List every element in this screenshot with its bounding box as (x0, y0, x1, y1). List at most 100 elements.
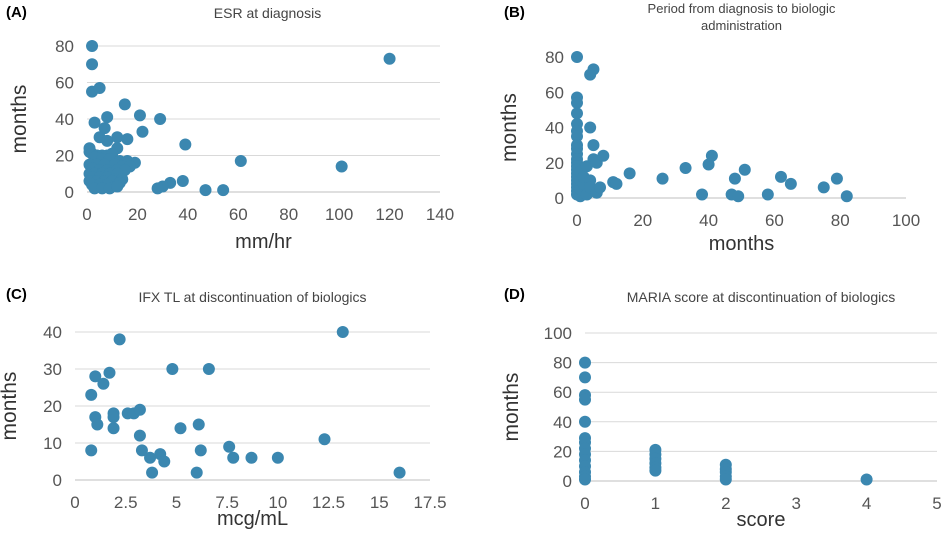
x-tick-label: 20 (128, 205, 147, 224)
y-tick-label: 40 (553, 413, 572, 432)
y-tick-label: 10 (43, 434, 62, 453)
x-tick-label: 100 (325, 205, 353, 224)
panel-label-b: (B) (504, 4, 525, 21)
data-point (133, 109, 146, 122)
y-axis-label: months (0, 372, 21, 441)
x-tick-label: 140 (426, 205, 454, 224)
panel-label-a: (A) (6, 4, 27, 21)
chart-period-diagnosis-to-biologic: Period from diagnosis to biologic adminis… (498, 1, 920, 255)
chart-maria-score-discontinuation: MARIA score at discontinuation of biolog… (500, 289, 942, 531)
panel-label-c: (C) (6, 286, 27, 303)
x-tick-label: 0 (572, 211, 581, 230)
data-point (101, 111, 114, 124)
x-tick-label: 40 (178, 205, 197, 224)
data-point (133, 429, 146, 442)
data-point (103, 366, 116, 379)
data-point (584, 68, 597, 81)
data-point (579, 356, 591, 369)
x-tick-label: 80 (831, 211, 850, 230)
data-point (860, 473, 873, 486)
x-tick-label: 17.5 (413, 493, 446, 512)
data-point (217, 184, 230, 197)
x-tick-label: 0 (580, 494, 589, 513)
data-point (111, 180, 124, 193)
data-point (597, 149, 610, 162)
data-point (579, 371, 591, 384)
panel-c: (C) IFX TL at discontinuation of biologi… (0, 272, 476, 544)
data-point (571, 107, 583, 120)
data-point (93, 81, 106, 94)
x-tick-label: 10 (268, 493, 287, 512)
y-tick-label: 80 (553, 354, 572, 373)
data-point (738, 163, 751, 176)
data-point (111, 131, 124, 144)
data-point (271, 451, 284, 464)
data-point (336, 326, 349, 338)
data-point (97, 377, 110, 390)
y-tick-label: 60 (553, 383, 572, 402)
data-point (774, 170, 787, 183)
data-point (383, 52, 396, 65)
data-point (571, 51, 583, 63)
x-tick-label: 12.5 (312, 493, 345, 512)
data-point (227, 451, 240, 464)
chart-title: MARIA score at discontinuation of biolog… (627, 289, 895, 305)
data-point (223, 440, 236, 453)
panel-b: (B) Period from diagnosis to biologic adm… (476, 0, 952, 272)
x-axis-label: months (709, 233, 775, 255)
data-point (199, 184, 212, 197)
data-point (101, 134, 114, 147)
data-point (649, 464, 662, 477)
data-point (705, 149, 718, 162)
data-point (393, 466, 406, 479)
panel-a: (A) ESR at diagnosis 0 20 40 60 80 0 20 40 60 80 10… (0, 0, 476, 272)
y-tick-label: 60 (55, 74, 74, 93)
x-tick-label: 2 (721, 494, 730, 513)
chart-ifx-tl-discontinuation: IFX TL at discontinuation of biologics 0 1… (0, 289, 447, 530)
x-axis-label: mcg/mL (217, 508, 288, 530)
data-point (318, 433, 331, 446)
data-point (761, 188, 774, 201)
data-point (610, 177, 623, 190)
x-tick-label: 120 (375, 205, 403, 224)
data-point (121, 133, 134, 146)
data-point (179, 138, 192, 151)
data-point (579, 393, 591, 406)
chart-esr-at-diagnosis: ESR at diagnosis 0 20 40 60 80 0 20 40 60 80 100 120… (8, 5, 454, 253)
x-tick-label: 2.5 (114, 493, 138, 512)
panel-label-d: (D) (504, 286, 525, 303)
x-tick-label: 20 (633, 211, 652, 230)
y-tick-label: 0 (53, 471, 62, 490)
data-point (571, 96, 583, 109)
y-axis-label: months (500, 373, 523, 442)
data-point (335, 160, 348, 173)
y-tick-label: 80 (545, 48, 564, 67)
data-point (594, 181, 607, 194)
data-point (234, 154, 247, 167)
data-point (86, 40, 99, 52)
data-point (830, 172, 843, 185)
data-point (587, 139, 600, 152)
chart-title-line-2: administration (701, 18, 782, 33)
y-tick-label: 30 (43, 360, 62, 379)
data-point (245, 451, 258, 464)
data-point (146, 466, 159, 479)
y-tick-label: 20 (553, 442, 572, 461)
y-tick-label: 0 (563, 472, 572, 491)
x-tick-label: 4 (862, 494, 871, 513)
y-tick-label: 40 (545, 119, 564, 138)
chart-title: ESR at diagnosis (214, 5, 321, 21)
data-point (656, 172, 669, 185)
data-point (784, 177, 797, 190)
data-point (194, 444, 207, 457)
data-point (151, 182, 164, 195)
chart-title: IFX TL at discontinuation of biologics (138, 289, 366, 305)
y-tick-label: 100 (544, 324, 572, 343)
y-tick-label: 80 (55, 37, 74, 56)
data-point (136, 125, 149, 138)
data-point (158, 455, 171, 468)
data-point (91, 418, 104, 431)
data-point (840, 190, 853, 203)
x-tick-label: 0 (70, 493, 79, 512)
panel-d: (D) MARIA score at discontinuation of bi… (476, 272, 952, 544)
